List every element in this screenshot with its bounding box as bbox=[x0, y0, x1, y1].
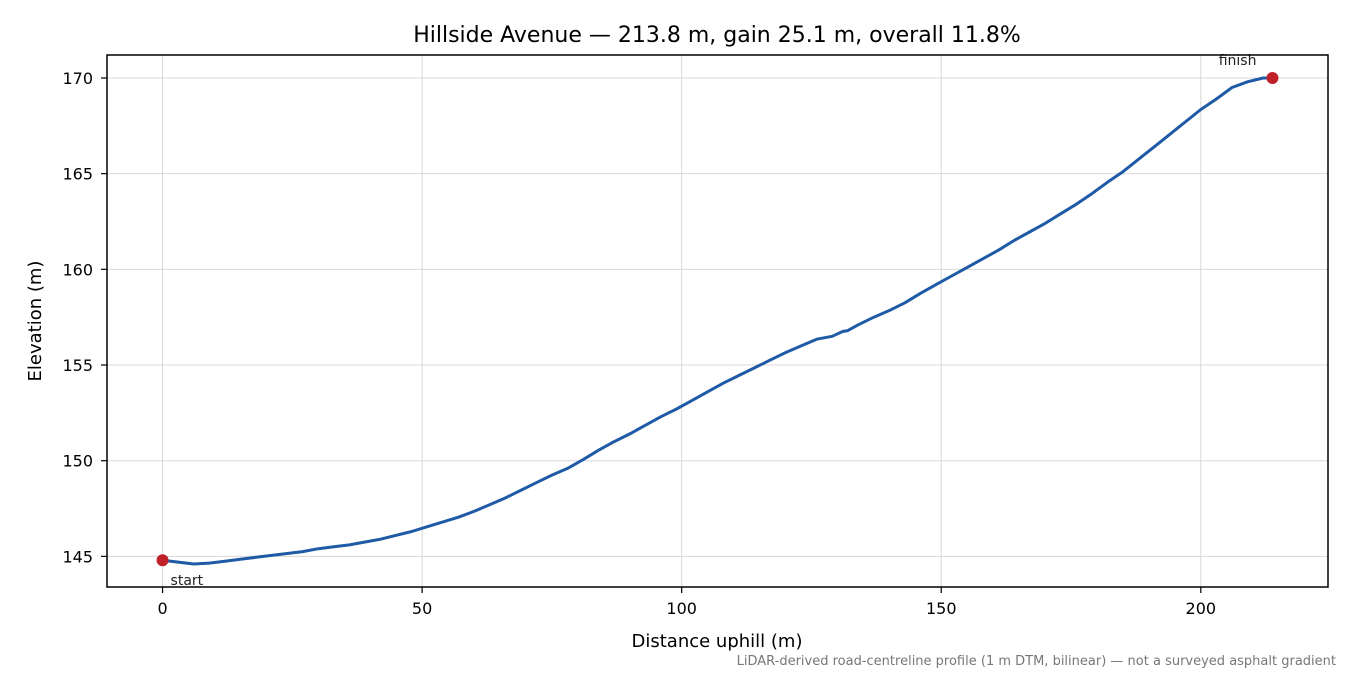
x-tick-label: 150 bbox=[926, 599, 957, 618]
y-tick-label: 160 bbox=[62, 260, 93, 279]
x-tick-label: 100 bbox=[666, 599, 697, 618]
marker-layer: start finish bbox=[156, 53, 1279, 589]
finish-marker bbox=[1266, 71, 1279, 84]
start-marker bbox=[156, 554, 169, 567]
elevation-profile-line bbox=[161, 76, 1274, 566]
tick-layer: 0 50 100 150 200 145 150 155 160 165 170 bbox=[62, 69, 1216, 618]
y-tick-label: 165 bbox=[62, 165, 93, 184]
grid-layer bbox=[107, 55, 1328, 587]
y-tick-label: 145 bbox=[62, 547, 93, 566]
finish-label: finish bbox=[1219, 53, 1257, 69]
x-tick-label: 0 bbox=[157, 599, 167, 618]
footnote: LiDAR-derived road-centreline profile (1… bbox=[737, 654, 1336, 669]
y-tick-label: 150 bbox=[62, 452, 93, 471]
start-label: start bbox=[171, 573, 204, 589]
x-axis-label: Distance uphill (m) bbox=[632, 631, 803, 652]
series-layer bbox=[161, 76, 1274, 566]
plot-frame bbox=[106, 54, 1329, 588]
y-tick-label: 170 bbox=[62, 69, 93, 88]
y-tick-label: 155 bbox=[62, 356, 93, 375]
chart-title: Hillside Avenue — 213.8 m, gain 25.1 m, … bbox=[413, 23, 1021, 48]
x-tick-label: 200 bbox=[1186, 599, 1217, 618]
y-axis-label: Elevation (m) bbox=[25, 261, 46, 382]
x-tick-label: 50 bbox=[412, 599, 432, 618]
